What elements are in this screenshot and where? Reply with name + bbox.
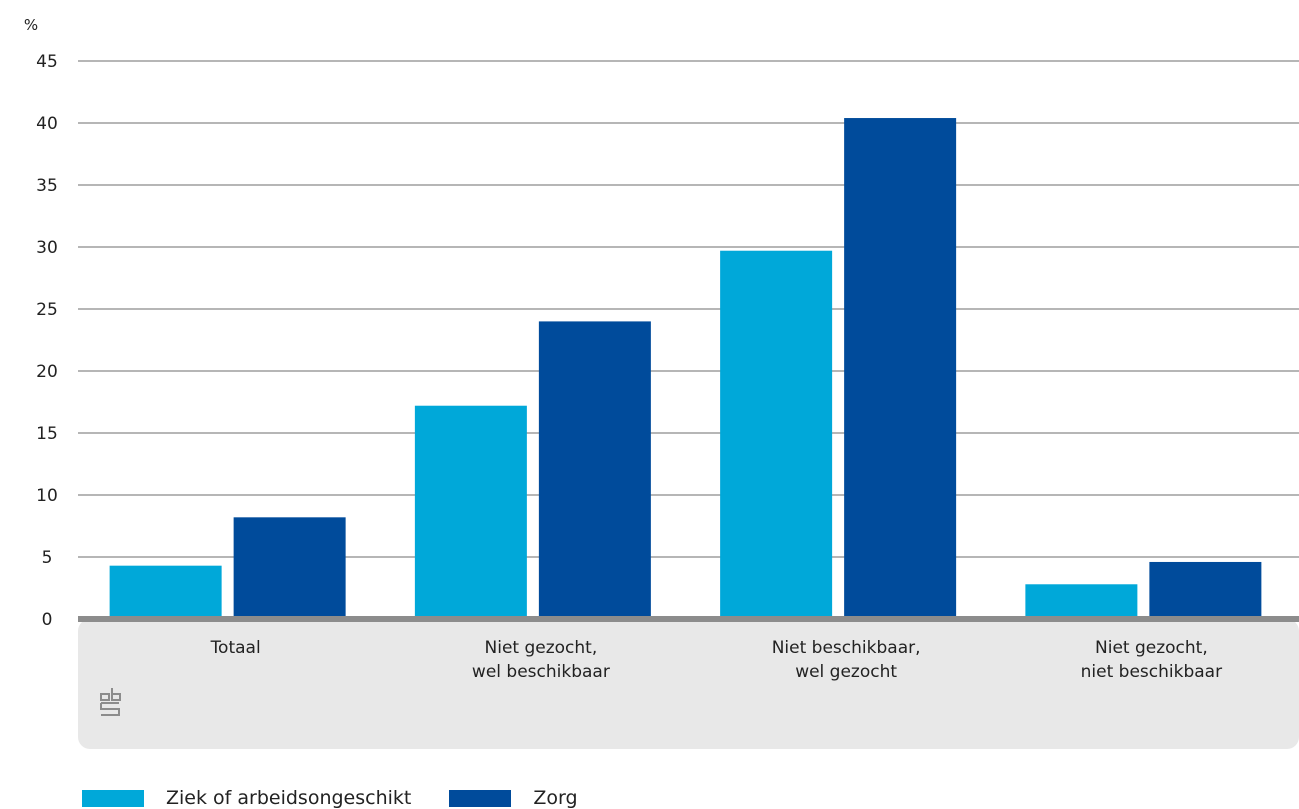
bar xyxy=(539,321,651,619)
category-label: Niet gezocht, xyxy=(1095,638,1208,658)
category-label: niet beschikbaar xyxy=(1081,662,1222,682)
category-label: wel gezocht xyxy=(795,662,897,682)
y-axis-unit: % xyxy=(24,16,38,34)
legend: Ziek of arbeidsongeschikt Zorg xyxy=(82,787,616,809)
bars xyxy=(110,118,1262,619)
y-tick-label: 35 xyxy=(36,176,58,196)
y-tick-label: 40 xyxy=(36,114,58,134)
y-tick-label: 30 xyxy=(36,238,58,258)
y-tick-label: 20 xyxy=(36,362,58,382)
y-tick-label: 25 xyxy=(36,300,58,320)
legend-item-ziek: Ziek of arbeidsongeschikt xyxy=(82,787,411,809)
y-tick-label: 15 xyxy=(36,424,58,444)
category-label: Niet beschikbaar, xyxy=(772,638,921,658)
legend-item-zorg: Zorg xyxy=(449,787,577,809)
legend-label-zorg: Zorg xyxy=(533,787,577,809)
y-tick-label: 10 xyxy=(36,486,58,506)
bar xyxy=(1149,562,1261,619)
y-tick-label: 45 xyxy=(36,52,58,72)
gridlines xyxy=(78,61,1299,557)
category-label: Totaal xyxy=(210,638,261,658)
bar xyxy=(110,566,222,619)
legend-swatch-ziek xyxy=(82,790,144,807)
y-tick-label: 5 xyxy=(42,548,53,568)
y-tick-labels: 0 5 10 15 20 25 30 35 40 45 xyxy=(36,52,58,630)
bar xyxy=(844,118,956,619)
category-label: wel beschikbaar xyxy=(472,662,610,682)
x-axis-line xyxy=(78,616,1299,622)
legend-label-ziek: Ziek of arbeidsongeschikt xyxy=(166,787,411,809)
y-tick-label: 0 xyxy=(42,610,53,630)
bar xyxy=(415,406,527,619)
legend-swatch-zorg xyxy=(449,790,511,807)
bar xyxy=(1025,584,1137,619)
bar xyxy=(234,517,346,619)
bar xyxy=(720,251,832,619)
category-label: Niet gezocht, xyxy=(485,638,598,658)
